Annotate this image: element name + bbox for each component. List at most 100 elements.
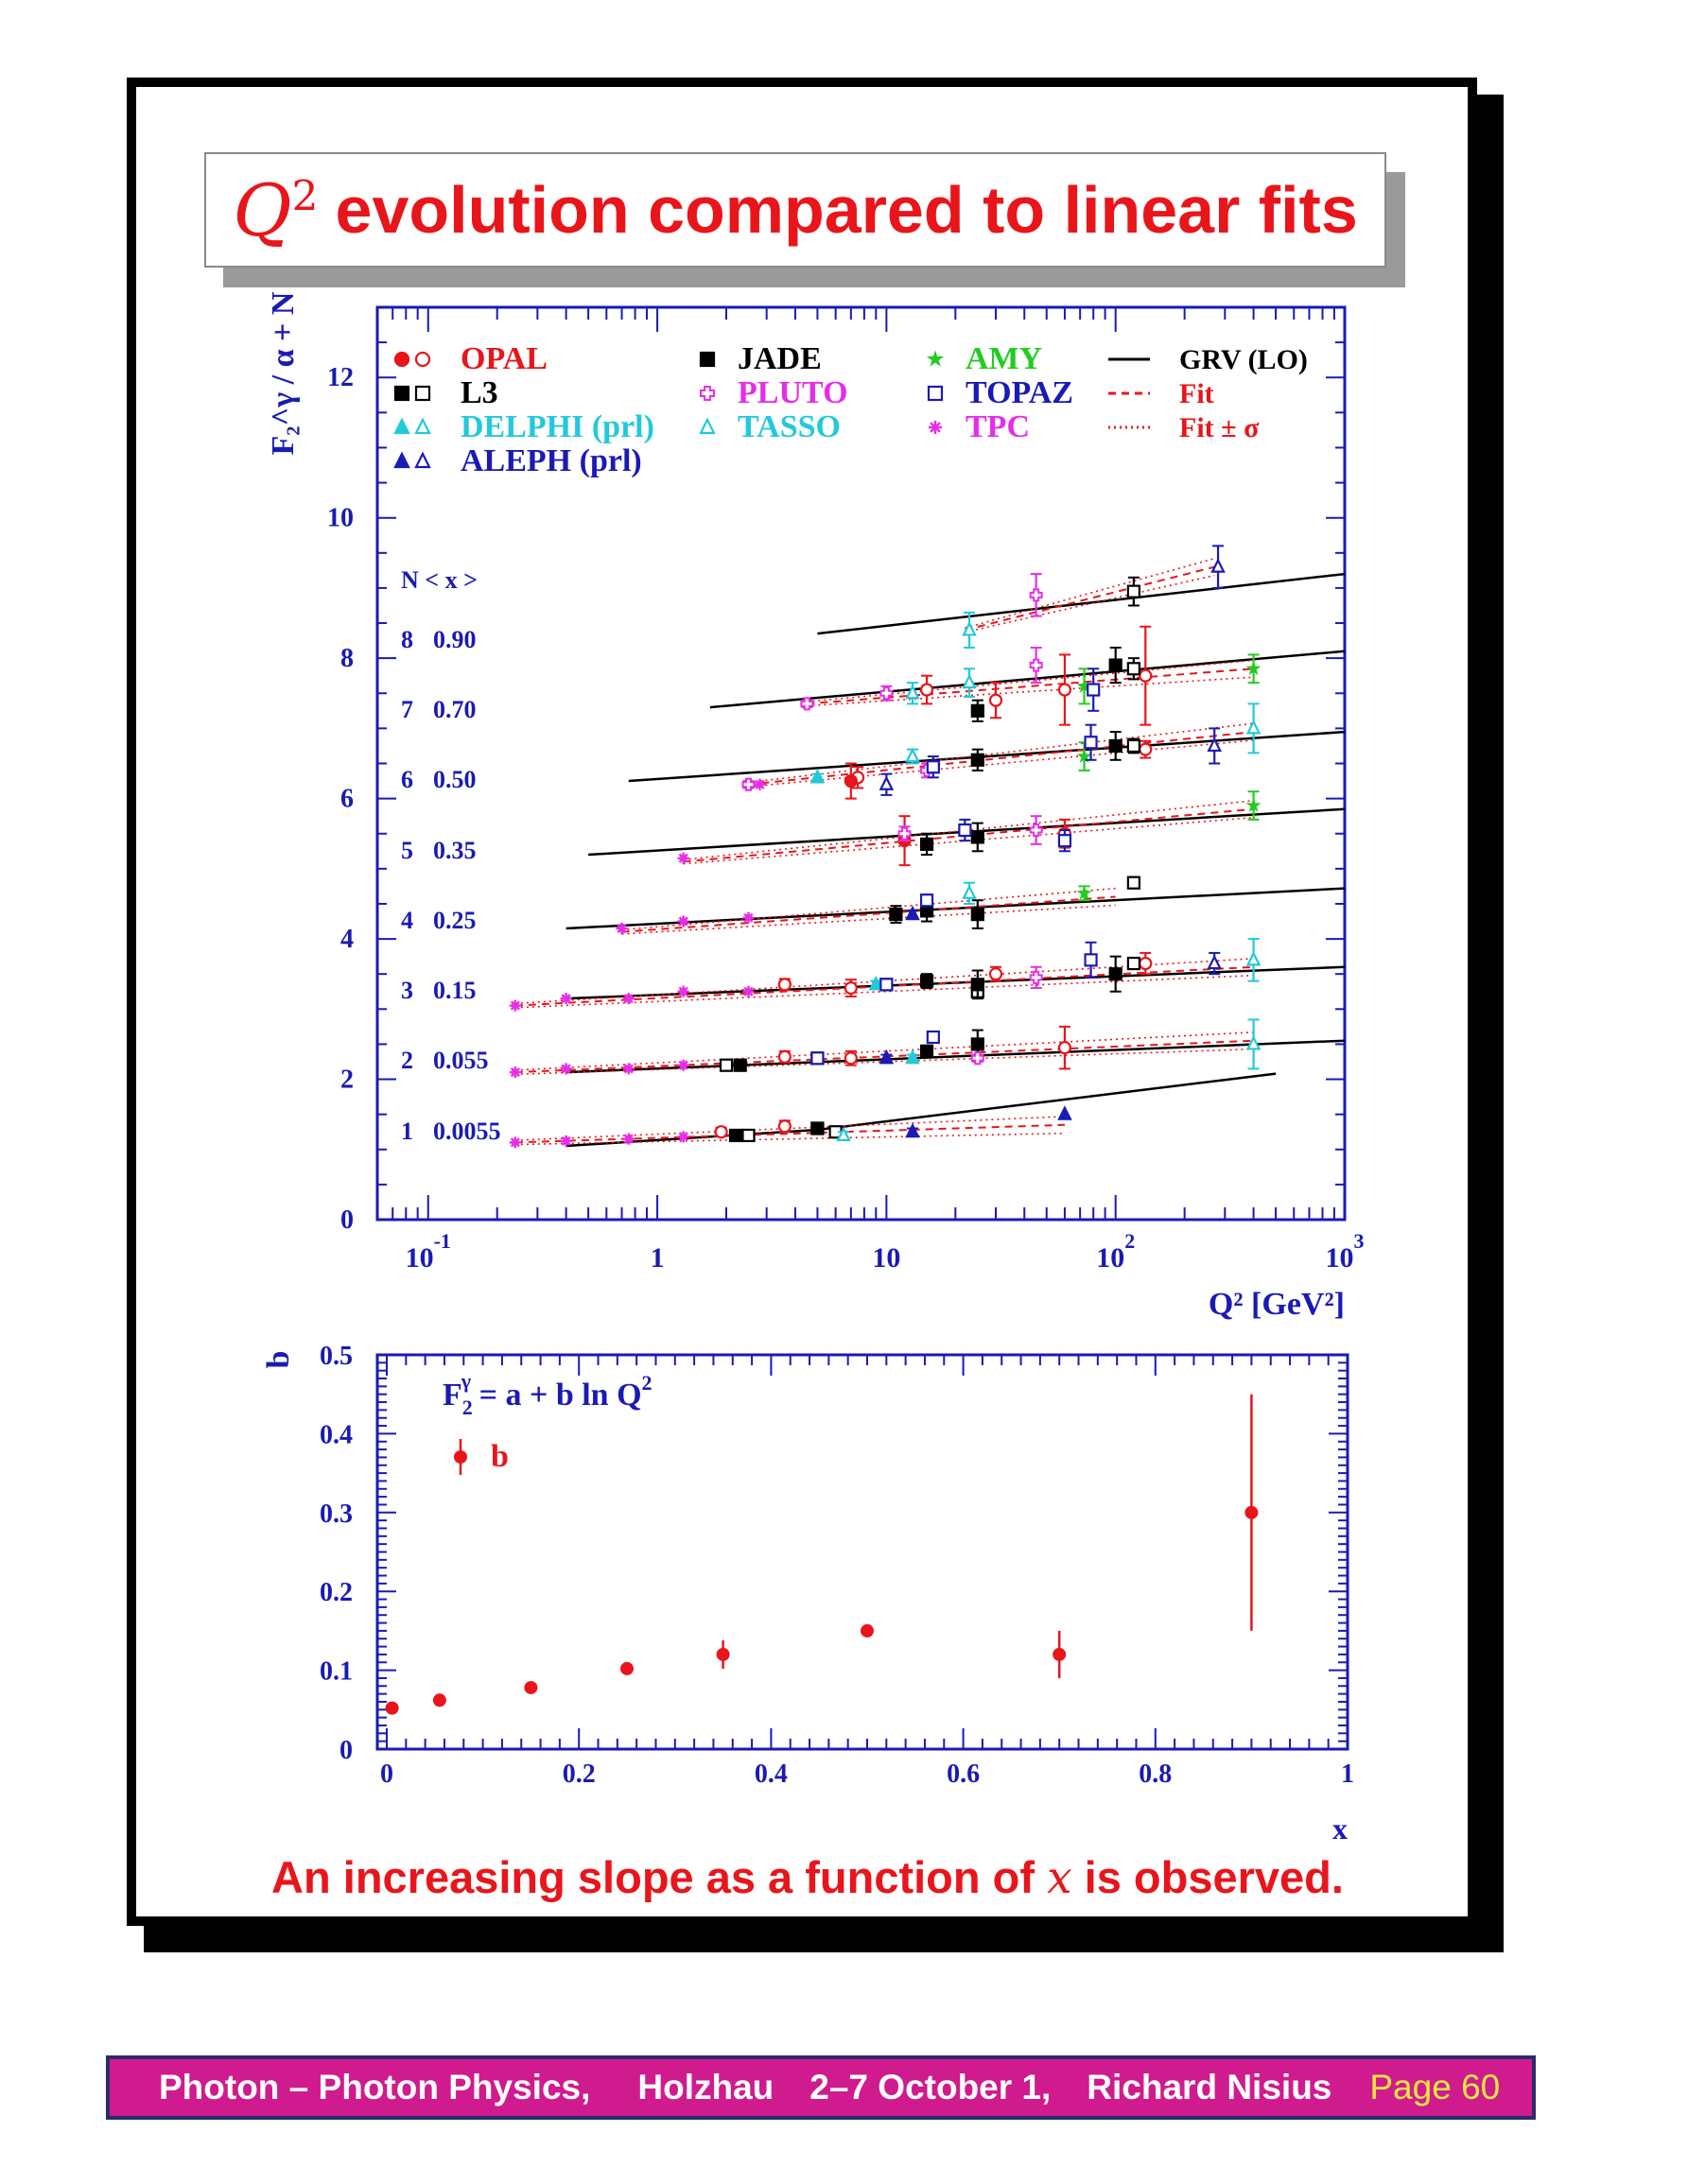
- data-point-aleph-prl-: [879, 775, 895, 790]
- data-point-l3: [728, 1128, 743, 1143]
- data-point-delphi-prl-: [905, 1049, 920, 1065]
- legend-label: L3: [461, 375, 498, 410]
- fit-line: [514, 1039, 1254, 1074]
- fit-sigma-lower: [514, 974, 1254, 1009]
- bin-mean-x: 0.70: [433, 696, 477, 723]
- fit-line: [683, 807, 1254, 863]
- data-point-l3: [970, 830, 984, 844]
- data-point-tasso: [1245, 1034, 1262, 1050]
- fit-sigma-upper: [683, 800, 1254, 860]
- x-axis-label: Q² [GeV²]: [1209, 1287, 1345, 1322]
- b-plot-frame: [375, 1353, 1349, 1751]
- data-point-tpc: [560, 1135, 572, 1147]
- data-point-opal: [844, 1051, 858, 1066]
- data-point-opal: [777, 1049, 792, 1064]
- data-point-opal: [988, 693, 1003, 707]
- legend-label: TPC: [966, 409, 1030, 444]
- data-point-opal: [988, 967, 1003, 981]
- b-x-tick-label: 0.2: [563, 1759, 596, 1789]
- data-point-tasso: [962, 673, 977, 689]
- bin-number: 2: [401, 1047, 413, 1074]
- data-point-l3: [719, 1058, 734, 1072]
- b-y-axis-label: b: [261, 1351, 296, 1369]
- data-point-opal: [777, 978, 792, 992]
- b-x-tick-label: 1: [1341, 1759, 1354, 1789]
- data-point-pluto: [897, 826, 912, 841]
- data-point-opal: [1139, 668, 1153, 683]
- fit-sigma-upper: [514, 1031, 1254, 1071]
- data-point-l3: [1126, 875, 1140, 890]
- legend-marker: [929, 421, 942, 434]
- data-point-tasso: [905, 747, 920, 763]
- bin-number: 3: [401, 977, 413, 1004]
- footer-page-number: Page 60: [1369, 2068, 1501, 2106]
- grv-curve: [817, 572, 1346, 635]
- data-point-topaz: [879, 978, 894, 992]
- data-point-jade: [1108, 738, 1122, 754]
- b-data-point: [1053, 1647, 1067, 1661]
- data-point-jade: [970, 978, 984, 992]
- footer-location: Holzhau: [637, 2068, 774, 2106]
- data-point-aleph-prl-: [879, 1049, 895, 1065]
- data-point-pluto: [1029, 588, 1043, 602]
- data-point-jade: [1108, 967, 1122, 981]
- data-point-aleph-prl-: [1210, 558, 1226, 573]
- b-data-point: [385, 1701, 399, 1715]
- data-point-amy: [1245, 797, 1262, 812]
- legend-label: TASSO: [738, 409, 841, 444]
- legend-marker-open: [414, 451, 431, 469]
- data-point-opal: [1057, 683, 1072, 697]
- data-point-tpc: [560, 993, 572, 1005]
- data-point-tpc: [509, 1066, 521, 1079]
- data-point-amy: [1076, 748, 1092, 763]
- data-point-aleph-prl-: [1207, 737, 1222, 753]
- y-tick-label: 8: [340, 644, 354, 673]
- x-tick-label: 103: [1326, 1229, 1365, 1274]
- data-point-topaz: [1087, 683, 1101, 697]
- data-point-l3: [1126, 956, 1140, 971]
- data-point-opal: [1057, 1041, 1072, 1055]
- legend-label: PLUTO: [738, 375, 848, 410]
- legend-marker: [927, 385, 944, 402]
- data-point-l3: [733, 1058, 747, 1072]
- b-data-point: [1244, 1505, 1259, 1519]
- legend-label: ALEPH (prl): [461, 443, 642, 478]
- legend-marker-filled: [393, 351, 410, 368]
- b-data-point: [620, 1661, 634, 1675]
- data-point-tasso: [1245, 950, 1262, 966]
- b-y-tick-label: 0.5: [320, 1342, 353, 1371]
- footer-date: 2–7 October 1,: [809, 2068, 1052, 2106]
- data-point-delphi-prl-: [868, 975, 884, 991]
- b-x-tick-label: 0.4: [755, 1759, 788, 1789]
- data-point-aleph-prl-: [905, 1122, 920, 1138]
- legend-label: GRV (LO): [1179, 344, 1308, 375]
- legend-marker: [699, 417, 716, 435]
- y-tick-label: 12: [327, 363, 354, 392]
- bin-mean-x: 0.15: [433, 977, 477, 1004]
- bin-mean-x: 0.35: [433, 837, 477, 864]
- footer-author: Richard Nisius: [1087, 2068, 1332, 2106]
- data-point-pluto: [1029, 823, 1043, 838]
- data-point-aleph-prl-: [1057, 1105, 1072, 1120]
- data-point-tasso: [962, 621, 977, 636]
- data-point-tasso: [905, 684, 920, 700]
- data-point-tasso: [962, 884, 977, 899]
- data-point-topaz: [926, 1030, 940, 1045]
- data-point-tpc: [677, 852, 689, 864]
- x-tick-label: 1: [651, 1242, 665, 1274]
- b-x-tick-label: 0: [380, 1759, 393, 1789]
- data-point-topaz: [919, 893, 934, 908]
- data-point-delphi-prl-: [809, 768, 826, 784]
- data-point-topaz: [1084, 953, 1098, 967]
- data-point-jade: [970, 1037, 984, 1051]
- data-point-tpc: [622, 1133, 635, 1145]
- legend-marker-open: [414, 351, 431, 368]
- bin-number: 1: [401, 1118, 413, 1145]
- slide-title: Q2 evolution compared to linear fits: [204, 152, 1386, 268]
- data-point-pluto: [1029, 658, 1043, 672]
- data-point-tpc: [509, 1136, 521, 1149]
- bin-mean-x: 0.055: [433, 1047, 489, 1074]
- data-point-tpc: [622, 1063, 635, 1075]
- footer-title: Photon – Photon Physics,: [159, 2068, 591, 2106]
